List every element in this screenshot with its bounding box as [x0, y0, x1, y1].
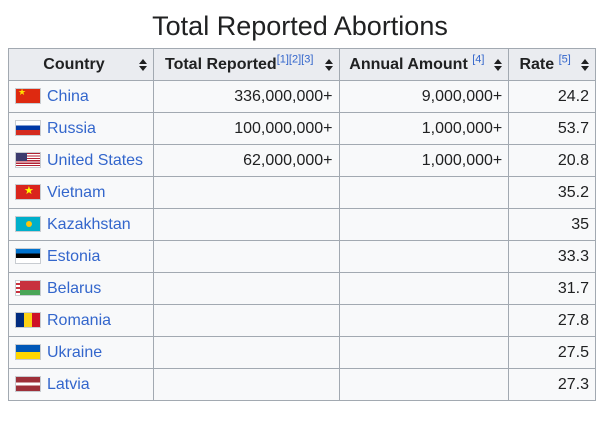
country-link[interactable]: China: [47, 87, 89, 105]
sort-icon[interactable]: [138, 58, 147, 71]
country-cell: Vietnam: [8, 176, 154, 209]
table-row: Belarus 31.7: [8, 272, 596, 305]
total-cell: [152, 304, 340, 337]
total-cell: [152, 240, 340, 273]
table-title: Total Reported Abortions: [152, 11, 448, 41]
country-link[interactable]: United States: [47, 151, 144, 169]
sort-icon[interactable]: [494, 58, 503, 71]
table-row: Estonia 33.3: [8, 240, 596, 273]
reference-link[interactable]: [1]: [276, 53, 289, 66]
annual-cell: [338, 304, 510, 337]
total-cell: [152, 368, 340, 401]
reference-link[interactable]: [5]: [558, 53, 571, 66]
table-row: Ukraine 27.5: [8, 336, 596, 369]
latvia-flag-icon: [15, 375, 41, 392]
table-row: Kazakhstan 35: [8, 208, 596, 241]
country-link[interactable]: Kazakhstan: [47, 215, 131, 233]
russia-flag-icon: [15, 119, 41, 136]
romania-flag-icon: [15, 311, 41, 328]
annual-cell: 9,000,000+: [338, 80, 510, 113]
table-row: Russia 100,000,000+ 1,000,000+ 53.7: [8, 112, 596, 145]
header-rate[interactable]: Rate [5]: [508, 48, 596, 81]
country-cell: China: [8, 80, 154, 113]
total-cell: [152, 176, 340, 209]
total-cell: 100,000,000+: [152, 112, 340, 145]
header-annual-amount[interactable]: Annual Amount [4]: [338, 48, 510, 81]
header-country-label: Country: [43, 55, 105, 73]
table-row: Romania 27.8: [8, 304, 596, 337]
table-row: United States 62,000,000+ 1,000,000+ 20.…: [8, 144, 596, 177]
country-link[interactable]: Latvia: [47, 375, 90, 393]
header-total-reported[interactable]: Total Reported[1][2][3]: [152, 48, 340, 81]
ukraine-flag-icon: [15, 343, 41, 360]
country-link[interactable]: Vietnam: [47, 183, 106, 201]
country-cell: United States: [8, 144, 154, 177]
annual-cell: [338, 336, 510, 369]
total-cell: [152, 208, 340, 241]
table-row: China 336,000,000+ 9,000,000+ 24.2: [8, 80, 596, 113]
belarus-flag-icon: [15, 279, 41, 296]
country-cell: Belarus: [8, 272, 154, 305]
country-link[interactable]: Russia: [47, 119, 96, 137]
header-country[interactable]: Country: [8, 48, 154, 81]
rate-cell: 35.2: [508, 176, 596, 209]
total-cell: 336,000,000+: [152, 80, 340, 113]
vietnam-flag-icon: [15, 183, 41, 200]
country-cell: Kazakhstan: [8, 208, 154, 241]
table-row: Latvia 27.3: [8, 368, 596, 401]
country-cell: Russia: [8, 112, 154, 145]
sort-icon[interactable]: [581, 58, 589, 71]
reference-link[interactable]: [3]: [301, 53, 314, 66]
header-annual-label: Annual Amount: [349, 55, 468, 73]
country-link[interactable]: Ukraine: [47, 343, 103, 361]
rate-cell: 35: [508, 208, 596, 241]
reference-link[interactable]: [2]: [288, 53, 302, 66]
united-states-flag-icon: [15, 151, 41, 168]
country-cell: Romania: [8, 304, 154, 337]
total-cell: [152, 272, 340, 305]
abortions-table: Country Total Reported[1][2][3] Annual A…: [8, 48, 596, 401]
total-cell: 62,000,000+: [152, 144, 340, 177]
annual-cell: [338, 208, 510, 241]
rate-cell: 33.3: [508, 240, 596, 273]
country-cell: Ukraine: [8, 336, 154, 369]
annual-cell: [338, 176, 510, 209]
annual-cell: 1,000,000+: [338, 112, 510, 145]
rate-cell: 27.5: [508, 336, 596, 369]
sort-icon[interactable]: [324, 58, 333, 71]
annual-cell: [338, 240, 510, 273]
header-total-label: Total Reported: [164, 55, 277, 73]
rate-cell: 27.8: [508, 304, 596, 337]
table-row: Vietnam 35.2: [8, 176, 596, 209]
country-link[interactable]: Estonia: [47, 247, 101, 265]
country-cell: Estonia: [8, 240, 154, 273]
country-cell: Latvia: [8, 368, 154, 401]
header-rate-label: Rate: [519, 55, 555, 73]
table-header-row: Country Total Reported[1][2][3] Annual A…: [8, 48, 596, 81]
reference-link[interactable]: [4]: [472, 53, 485, 66]
kazakhstan-flag-icon: [15, 215, 41, 232]
annual-cell: [338, 368, 510, 401]
total-cell: [152, 336, 340, 369]
estonia-flag-icon: [15, 247, 41, 264]
rate-cell: 53.7: [508, 112, 596, 145]
annual-cell: 1,000,000+: [338, 144, 510, 177]
rate-cell: 24.2: [508, 80, 596, 113]
china-flag-icon: [15, 87, 41, 104]
country-link[interactable]: Romania: [47, 311, 112, 329]
country-link[interactable]: Belarus: [47, 279, 102, 297]
rate-cell: 20.8: [508, 144, 596, 177]
annual-cell: [338, 272, 510, 305]
rate-cell: 27.3: [508, 368, 596, 401]
rate-cell: 31.7: [508, 272, 596, 305]
